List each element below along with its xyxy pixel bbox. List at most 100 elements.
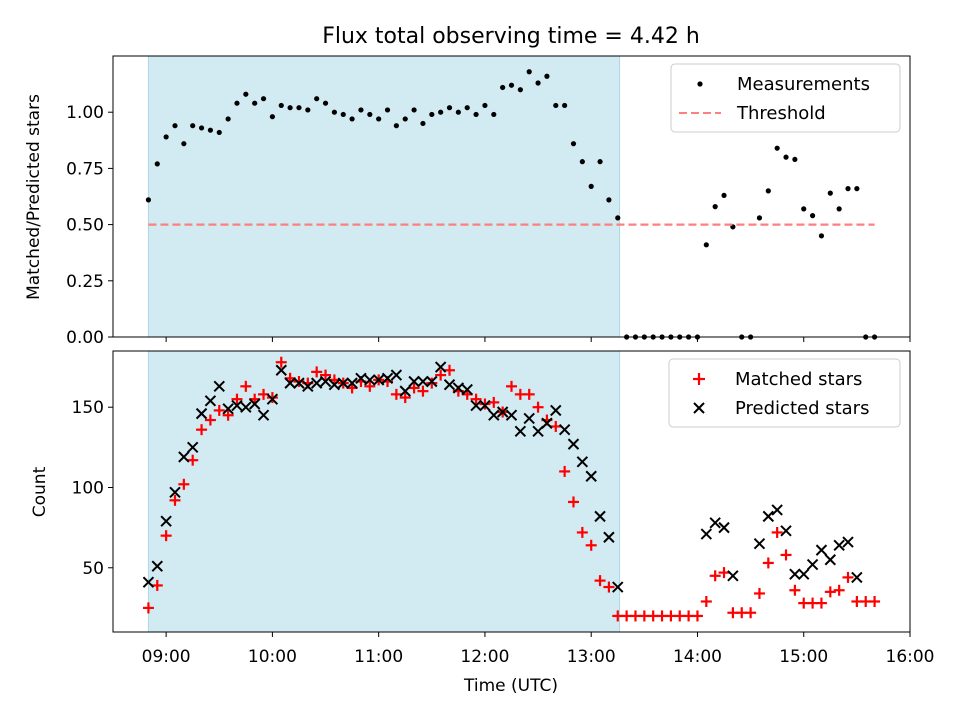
measurement-point [367, 111, 373, 118]
measurement-point [774, 145, 780, 151]
measurement-point [455, 109, 461, 115]
y-tick-label: 50 [82, 559, 104, 579]
measurement-point [252, 100, 258, 106]
predicted-star-point [452, 382, 465, 394]
measurement-point [526, 69, 532, 75]
top-axes-frame [112, 55, 911, 338]
bottom-x-axis-label: Time (UTC) [463, 676, 558, 696]
measurement-point [570, 141, 577, 147]
measurement-point [163, 134, 169, 140]
predicted-star-point [178, 451, 190, 463]
matched-star-point [240, 380, 252, 392]
matched-star-point [824, 586, 836, 598]
predicted-star-point [408, 375, 420, 388]
matched-star-point [869, 595, 881, 607]
measurement-point [500, 84, 506, 91]
measurement-point [322, 100, 329, 106]
measurement-point [801, 206, 807, 212]
top-title: Flux total observing time = 4.42 h [322, 24, 700, 49]
predicted-star-point [151, 560, 163, 572]
predicted-star-point [550, 404, 562, 417]
y-tick-label: 0.50 [66, 216, 104, 236]
bottom-axes-frame [112, 350, 911, 633]
matched-star-point [196, 424, 208, 436]
matched-star-point [585, 539, 597, 551]
measurement-point [517, 87, 523, 93]
matched-star-point [780, 549, 792, 561]
predicted-star-point [833, 539, 845, 551]
measurement-point [314, 96, 320, 102]
measurement-point [615, 215, 621, 221]
measurement-point [296, 105, 302, 111]
matched-star-point [488, 396, 500, 408]
matched-star-point [187, 454, 199, 466]
measurement-point [703, 242, 709, 248]
predicted-star-point [310, 377, 323, 389]
matched-star-point [435, 369, 447, 381]
predicted-star-point [505, 409, 518, 421]
predicted-star-point [275, 364, 287, 376]
matched-star-point [753, 587, 765, 599]
matched-star-point [523, 388, 535, 400]
matched-star-point [709, 570, 721, 582]
measurement-point [783, 154, 789, 160]
predicted-star-point [612, 581, 624, 593]
matched-star-point [417, 385, 429, 397]
predicted-star-point [293, 377, 305, 389]
measurement-point [712, 204, 718, 210]
predicted-star-point [399, 385, 411, 397]
y-tick-label: 150 [72, 398, 104, 418]
bottom-observing-window [147, 350, 621, 633]
observing-window-band [147, 55, 621, 338]
predicted-star-point [470, 399, 482, 412]
matched-star-point [204, 414, 216, 426]
measurement-point [154, 161, 160, 167]
measurement-point [172, 123, 178, 129]
matched-star-point [444, 364, 456, 376]
matched-star-point [213, 404, 225, 416]
predicted-star-point [798, 568, 810, 580]
predicted-star-point [434, 361, 447, 373]
predicted-star-point [381, 372, 394, 385]
matched-star-point [833, 584, 845, 596]
predicted-star-point [257, 409, 270, 421]
y-tick-label: 0.25 [66, 272, 104, 292]
predicted-star-point [160, 515, 172, 527]
predicted-star-point [532, 425, 544, 437]
matched-star-point [700, 595, 712, 607]
predicted-star-point [753, 537, 766, 550]
measurement-point [562, 102, 568, 109]
matched-star-point [594, 575, 606, 587]
legend-marker-matched-stars [693, 373, 705, 385]
matched-star-point [771, 526, 783, 538]
matched-star-point [222, 409, 234, 421]
predicted-star-point [426, 375, 438, 388]
x-tick-label: 12:00 [460, 647, 509, 667]
matched-star-point [275, 356, 287, 368]
predicted-star-point [186, 441, 199, 454]
measurement-point [190, 123, 196, 129]
predicted-star-point [328, 379, 341, 391]
matched-star-point [470, 393, 482, 405]
bottom-y-ticks: 50 100 150 [72, 398, 113, 579]
x-tick-label: 15:00 [779, 647, 828, 667]
bottom-legend-box [668, 358, 901, 428]
matched-star-point [603, 581, 615, 593]
measurement-point [606, 197, 612, 203]
predicted-star-point [302, 380, 314, 393]
matched-star-point [789, 584, 801, 596]
predicted-star-point [240, 401, 252, 413]
measurement-point [349, 116, 355, 122]
matched-star-point [691, 610, 703, 622]
matched-star-point [160, 530, 172, 542]
observing-window-band [147, 350, 621, 633]
measurement-point [854, 186, 860, 192]
legend-marker-measurements [697, 81, 703, 87]
matched-star-point [745, 607, 757, 619]
predicted-star-point [806, 558, 819, 571]
measurement-point [376, 116, 382, 122]
predicted-star-point [142, 576, 155, 588]
predicted-star-point [815, 544, 828, 556]
measurement-point [278, 102, 284, 109]
legend-label-measurements: Measurements [737, 74, 870, 95]
